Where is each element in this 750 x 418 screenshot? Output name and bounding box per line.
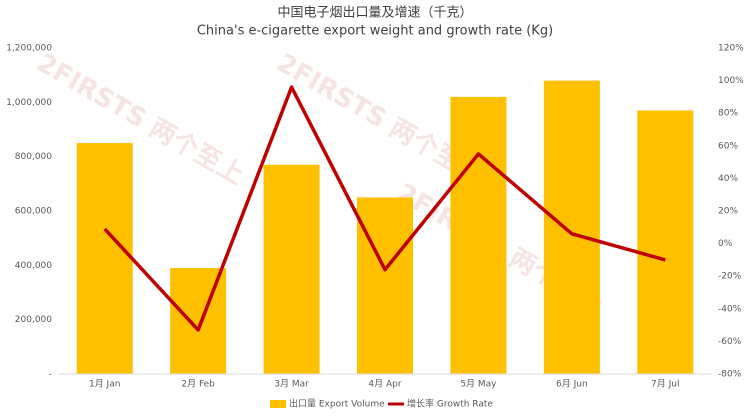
bar: [357, 197, 413, 374]
legend-label: 出口量 Export Volume: [289, 398, 385, 410]
x-tick-label: 7月 Jul: [651, 379, 679, 390]
bar: [76, 143, 133, 374]
chart-subtitle: China's e-cigarette export weight and gr…: [197, 24, 553, 39]
x-tick-label: 3月 Mar: [274, 379, 309, 390]
line: [103, 85, 666, 332]
y-tick-label: 1,200,000: [6, 44, 52, 54]
y2-tick-label: -60%: [718, 337, 742, 347]
y2-tick-label: 0%: [718, 239, 733, 249]
bar: [450, 96, 507, 375]
x-tick-label: 4月 Apr: [368, 379, 401, 390]
y-tick-label: 400,000: [15, 261, 52, 271]
x-tick-label: 1月 Jan: [89, 379, 120, 390]
x-tick-label: 2月 Feb: [181, 379, 215, 390]
y2-tick-label: 60%: [718, 141, 738, 151]
y2-tick-label: -40%: [718, 304, 742, 314]
bar: [170, 268, 227, 374]
y2-tick-label: 100%: [718, 76, 744, 86]
y2-tick-label: -20%: [718, 272, 742, 282]
y-tick-label: -: [49, 370, 52, 380]
y2-tick-label: 40%: [718, 174, 738, 184]
y-tick-label: 1,000,000: [6, 98, 52, 108]
y-tick-label: 600,000: [15, 207, 52, 217]
y2-tick-label: 120%: [718, 44, 744, 54]
chart-title: 中国电子烟出口量及增速（千克）: [277, 6, 472, 21]
bar: [263, 164, 320, 374]
bar: [543, 80, 600, 374]
y-tick-label: 800,000: [15, 152, 52, 162]
legend-label: 增长率 Growth Rate: [407, 398, 493, 410]
y2-tick-label: -80%: [718, 370, 742, 380]
watermark: 2FIRSTS 两个至上: [32, 48, 249, 191]
y-tick-label: 200,000: [15, 315, 52, 325]
y2-tick-label: 20%: [718, 207, 738, 217]
legend-swatch: [270, 400, 286, 408]
y2-tick-label: 80%: [718, 109, 738, 119]
x-tick-label: 5月 May: [460, 379, 497, 390]
x-tick-label: 6月 Jun: [556, 379, 588, 390]
bar: [637, 110, 694, 374]
